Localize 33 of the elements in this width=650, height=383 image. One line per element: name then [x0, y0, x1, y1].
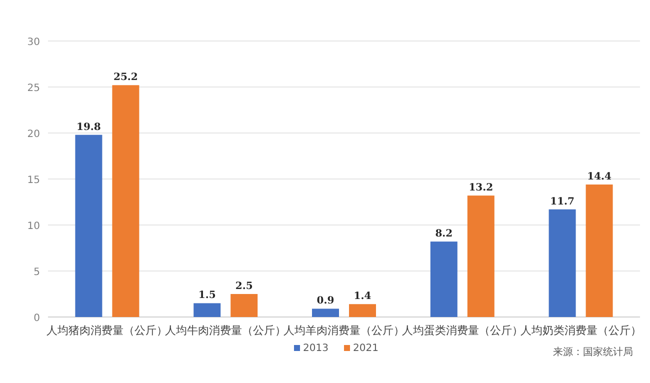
y-tick-label: 15 [27, 175, 40, 186]
y-tick-label: 0 [34, 313, 40, 324]
source-note: 来源：国家统计局 [553, 346, 633, 358]
bar [586, 184, 613, 317]
data-label: 11.7 [550, 196, 575, 208]
legend-label: 2013 [303, 343, 328, 354]
bar [467, 196, 494, 317]
bar [112, 85, 140, 317]
y-tick-label: 25 [27, 83, 40, 94]
bar [230, 294, 258, 317]
y-tick-label: 10 [27, 221, 40, 232]
data-label: 1.4 [354, 291, 372, 302]
data-label: 0.9 [316, 296, 334, 307]
data-label: 13.2 [468, 182, 494, 194]
bar [75, 134, 102, 317]
data-label: 1.5 [198, 290, 216, 302]
data-label: 14.4 [587, 172, 612, 183]
bar [548, 209, 576, 317]
bar [312, 308, 339, 317]
y-tick-label: 30 [27, 37, 40, 48]
y-tick-label: 5 [34, 267, 40, 278]
legend-label: 2021 [353, 343, 378, 354]
data-label: 19.8 [76, 122, 101, 133]
data-label: 25.2 [114, 72, 138, 84]
bar [194, 303, 221, 317]
bar [430, 242, 458, 317]
x-tick-label: 人均蛋类消费量（公斤） [402, 324, 523, 337]
data-label: 8.2 [435, 228, 453, 240]
bar [349, 304, 376, 317]
x-tick-label: 人均奶类消费量（公斤） [520, 324, 642, 337]
y-tick-label: 20 [27, 129, 40, 140]
x-tick-label: 人均羊肉消费量（公斤） [284, 324, 404, 337]
data-label: 2.5 [235, 281, 253, 292]
